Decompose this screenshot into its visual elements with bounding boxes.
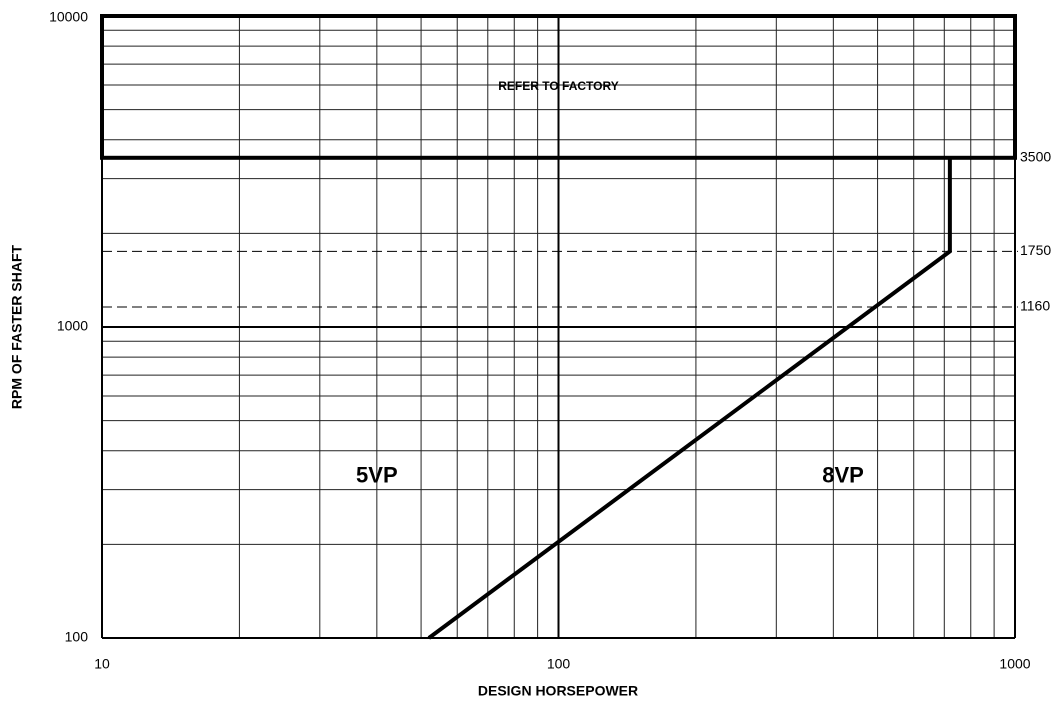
x-tick-label: 10 (94, 656, 110, 672)
region-label: REFER TO FACTORY (498, 79, 618, 93)
y-tick-label: 10000 (49, 9, 88, 25)
x-tick-label: 100 (547, 656, 571, 672)
x-axis-title: DESIGN HORSEPOWER (478, 683, 638, 699)
y2-tick-label: 1750 (1020, 242, 1051, 258)
x-tick-label: 1000 (999, 656, 1030, 672)
data-line (427, 157, 952, 640)
y2-tick-label: 1160 (1020, 298, 1050, 314)
y2-tick-label: 3500 (1020, 148, 1051, 164)
annotation: 8VP (822, 463, 864, 488)
y-tick-label: 1000 (57, 318, 88, 334)
y-axis-title: RPM OF FASTER SHAFT (9, 245, 25, 410)
annotation: 5VP (356, 463, 398, 488)
y-tick-label: 100 (65, 629, 89, 645)
